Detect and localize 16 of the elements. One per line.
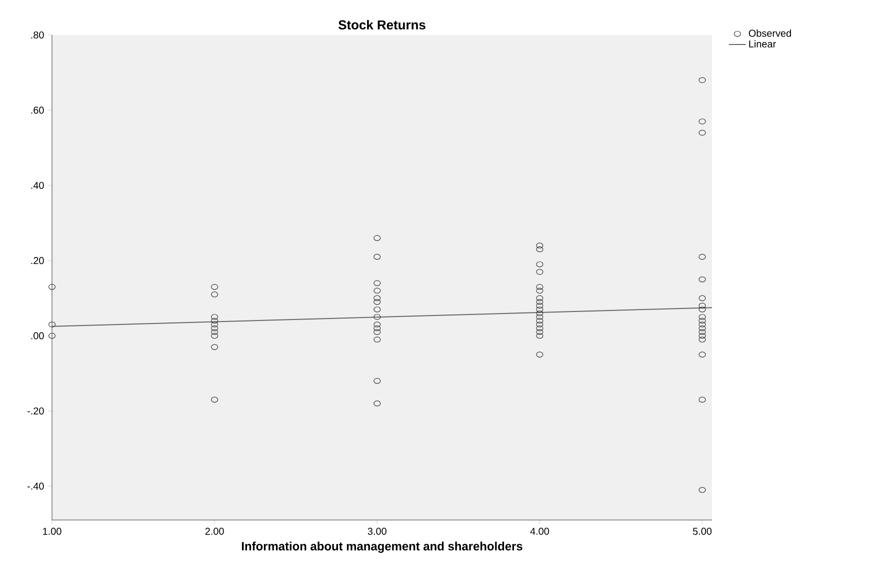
x-tick-label: 2.00 (205, 528, 224, 535)
x-tick-label: 3.00 (368, 528, 386, 535)
y-tick-label: .00 (31, 332, 44, 340)
chart-title: Stock Returns (338, 20, 426, 30)
x-axis-title: Information about management and shareholders (242, 542, 522, 553)
x-tick-label: 4.00 (530, 528, 549, 535)
y-tick-label: -.20 (28, 407, 44, 414)
legend-label: Linear (749, 40, 776, 48)
x-tick-label: 1.00 (43, 528, 62, 535)
x-tick-label: 5.00 (692, 528, 712, 535)
y-tick-label: .40 (31, 182, 44, 189)
y-tick-label: .80 (31, 31, 44, 39)
y-tick-label: .60 (31, 106, 44, 114)
legend-label: Observed (748, 29, 791, 37)
y-tick-label: .20 (31, 257, 44, 264)
y-tick-label: -.40 (28, 482, 44, 490)
